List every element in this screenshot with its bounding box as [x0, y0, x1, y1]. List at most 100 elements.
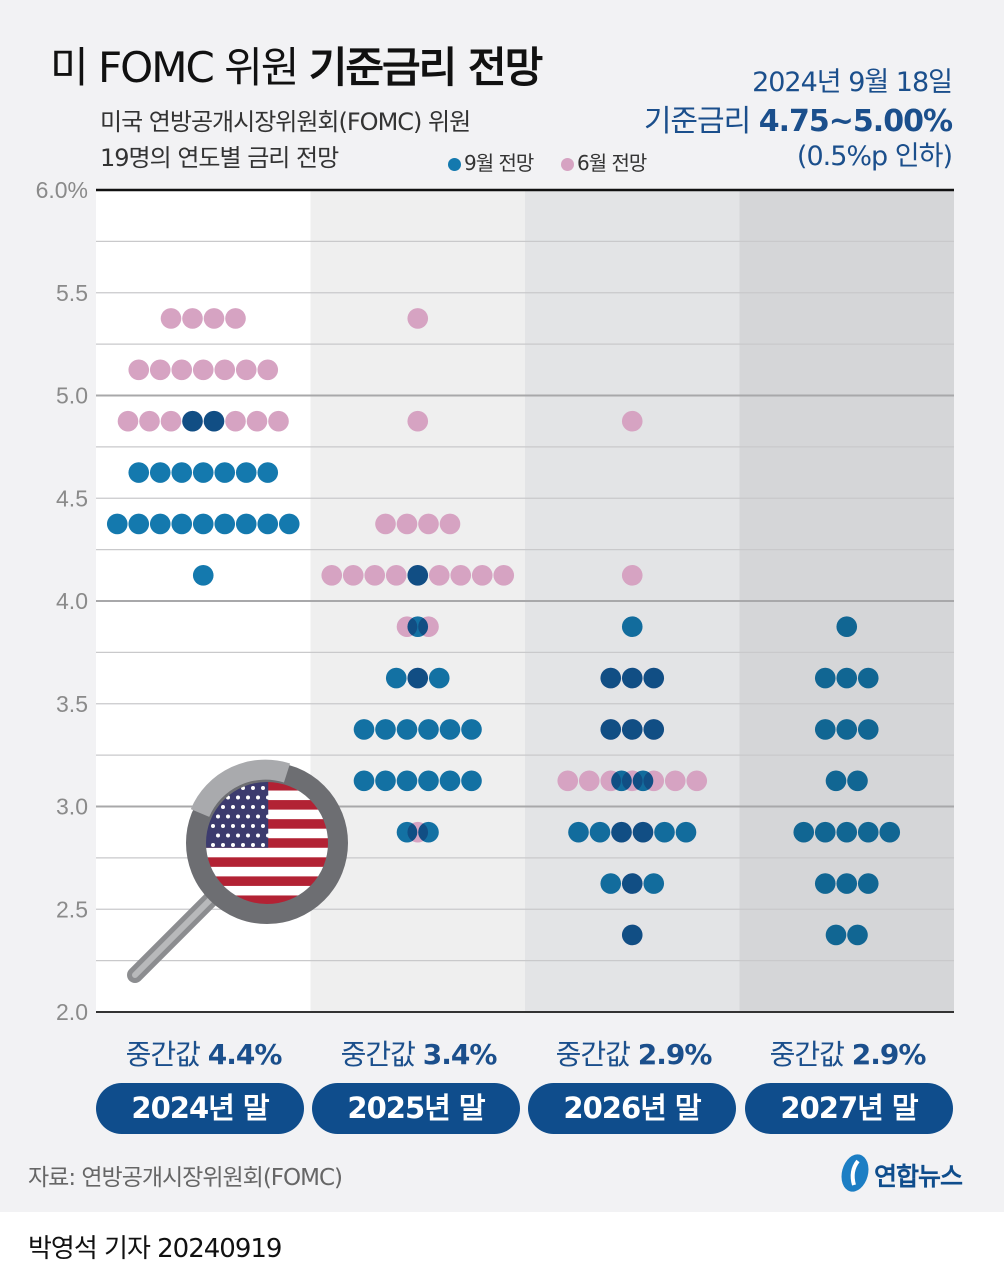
september-dot: [203, 410, 225, 432]
september-dot: [847, 770, 868, 792]
september-dot: [418, 719, 439, 740]
legend-june: 6월 전망: [561, 147, 647, 176]
year-label-2024: 2024년 말: [96, 1083, 304, 1134]
june-dot: [171, 359, 193, 381]
june-dot: [139, 410, 160, 432]
september-dot: [621, 667, 643, 689]
june-dot: [664, 770, 686, 792]
september-dot: [857, 667, 879, 689]
september-dot: [182, 410, 203, 432]
september-dot: [814, 873, 836, 894]
y-tick-label: 6.0%: [36, 177, 88, 203]
june-dot: [375, 513, 396, 535]
june-dot: [192, 359, 214, 381]
y-tick-label: 3.5: [56, 691, 88, 717]
september-dot: [418, 821, 439, 843]
september-dot: [611, 821, 632, 843]
legend-label: 9월 전망: [464, 151, 534, 175]
june-dot: [342, 565, 364, 586]
median-2026: 중간값 2.9%: [555, 1038, 713, 1071]
title-prefix: 미 FOMC 위원: [50, 43, 299, 92]
september-dot: [375, 770, 396, 792]
magnifier-flag-illustration: [127, 759, 348, 983]
september-dot: [128, 462, 150, 483]
june-dot: [364, 565, 386, 586]
september-dot: [418, 770, 439, 792]
june-dot: [160, 410, 182, 432]
september-dot: [353, 719, 375, 740]
september-dot: [632, 770, 654, 792]
y-tick-label: 3.0: [56, 794, 88, 820]
june-dot: [203, 308, 225, 329]
september-dot: [214, 513, 236, 535]
june-dot: [182, 308, 203, 329]
june-dot: [235, 359, 257, 381]
june-dot: [428, 565, 450, 586]
june-dot: [396, 513, 418, 535]
source-note: 자료: 연방공개시장위원회(FOMC): [28, 1165, 343, 1191]
september-dot: [825, 924, 847, 946]
subtitle-line1: 미국 연방공개시장위원회(FOMC) 위원: [100, 108, 471, 136]
september-dot: [836, 616, 858, 637]
september-dot: [461, 770, 482, 792]
june-dot: [225, 410, 246, 432]
september-dot: [825, 770, 847, 792]
september-dot: [643, 873, 665, 894]
september-dot: [879, 821, 901, 843]
legend-label: 6월 전망: [577, 151, 647, 175]
decision-date: 2024년 9월 18일: [752, 67, 953, 98]
september-dot: [836, 873, 858, 894]
june-dot: [621, 410, 643, 432]
y-tick-label: 2.5: [56, 896, 88, 922]
yonhap-logo-icon: [841, 1154, 869, 1192]
y-tick-label: 2.0: [56, 999, 88, 1025]
june-dot: [407, 308, 429, 329]
june-dot: [225, 308, 246, 329]
september-dot: [396, 821, 418, 843]
september-dot: [439, 719, 461, 740]
september-dot: [171, 462, 193, 483]
legend-september: 9월 전망: [448, 147, 534, 176]
september-dot: [192, 513, 214, 535]
june-dot: [578, 770, 600, 792]
year-label-2025: 2025년 말: [312, 1083, 520, 1134]
september-dot: [407, 667, 429, 689]
september-dot: [793, 821, 815, 843]
june-dot: [257, 359, 279, 381]
september-dot: [643, 667, 665, 689]
september-dot: [836, 719, 858, 740]
september-dot: [353, 770, 375, 792]
september-dot: [375, 719, 396, 740]
september-dot: [847, 924, 868, 946]
september-dot: [192, 462, 214, 483]
page-title: 미 FOMC 위원 기준금리 전망: [50, 34, 543, 95]
median-2027: 중간값 2.9%: [769, 1038, 927, 1071]
september-dot: [857, 873, 879, 894]
september-dot: [396, 719, 418, 740]
september-dot: [643, 719, 665, 740]
september-dot: [407, 616, 429, 637]
september-dot: [621, 616, 643, 637]
september-dot: [857, 821, 879, 843]
june-dot: [128, 359, 150, 381]
september-dot: [235, 513, 257, 535]
september-dot: [814, 719, 836, 740]
september-dot: [621, 719, 643, 740]
september-dot: [278, 513, 300, 535]
june-dot: [117, 410, 139, 432]
september-dot: [439, 770, 461, 792]
september-dot: [128, 513, 150, 535]
june-dot: [450, 565, 472, 586]
june-dot: [621, 565, 643, 586]
june-dot: [439, 513, 461, 535]
dot-plot: 6.0% 5.5 5.0 4.5 4.0 3.5 3.0 2.5 2.0: [36, 177, 954, 1025]
september-dot: [600, 873, 622, 894]
september-dot: [632, 821, 654, 843]
september-dot: [600, 667, 622, 689]
june-dot: [385, 565, 407, 586]
june-dot: [160, 308, 182, 329]
september-dot: [814, 821, 836, 843]
june-dot: [246, 410, 268, 432]
y-tick-label: 4.0: [56, 588, 88, 614]
rate-value: 4.75~5.00%: [758, 104, 953, 139]
